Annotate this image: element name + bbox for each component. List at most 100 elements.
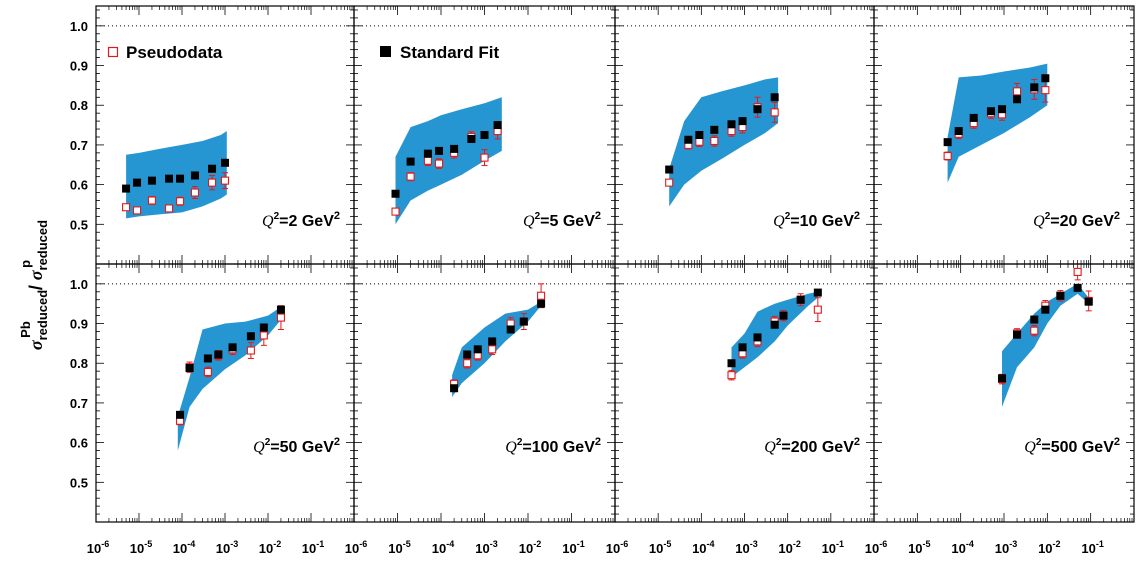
legend: Pseudodata Standard Fit xyxy=(107,43,500,62)
standard-fit-point xyxy=(133,178,142,187)
standard-fit-point xyxy=(986,107,995,116)
q2-value: =100 GeV xyxy=(522,439,595,456)
standard-fit-point xyxy=(1030,83,1039,92)
q2-var-exp: 2 xyxy=(517,437,523,448)
standard-fit-point xyxy=(1084,297,1093,306)
standard-fit-point xyxy=(1056,291,1065,300)
legend-standard-fit-label: Standard Fit xyxy=(400,43,500,62)
standard-fit-point xyxy=(221,158,229,167)
standard-fit-point xyxy=(203,354,212,363)
pseudodata-point xyxy=(406,172,415,181)
x-tick-label: 10-6 xyxy=(865,539,887,556)
pseudodata-point xyxy=(665,178,674,187)
q2-label: Q2=50 GeV2 xyxy=(253,436,340,456)
q2-var-exp: 2 xyxy=(776,437,782,448)
standard-fit-point xyxy=(450,144,459,153)
pseudodata-point xyxy=(208,178,217,187)
standard-fit-point xyxy=(122,184,131,193)
y-tick-label: 0.8 xyxy=(70,356,88,371)
q2-var: Q xyxy=(505,439,517,456)
standard-fit-point xyxy=(770,93,779,102)
y-den-sub: reduced xyxy=(35,220,50,271)
standard-fit-point xyxy=(1041,74,1050,83)
q2-var-exp: 2 xyxy=(265,437,271,448)
pseudodata-point xyxy=(220,176,230,185)
q2-label: Q2=500 GeV2 xyxy=(1024,436,1120,456)
standard-fit-point xyxy=(695,131,704,139)
pseudodata-point xyxy=(259,331,268,340)
standard-fit-point xyxy=(519,317,528,326)
x-tick-label: 10-2 xyxy=(259,539,281,556)
q2-label: Q2=2 GeV2 xyxy=(262,210,340,230)
q2-label: Q2=20 GeV2 xyxy=(1033,210,1120,230)
x-tick-label: 10-1 xyxy=(562,539,584,556)
standard-fit-point xyxy=(147,176,156,185)
pseudodata-point xyxy=(434,159,444,168)
y-slash: / xyxy=(26,280,46,295)
y-tick-label: 0.5 xyxy=(70,217,88,232)
axis-labels: 0.5 0.6 0.7 0.8 0.9 1.0 0.5 0.6 0.7 0.8 0.9 1.0 10-6… xyxy=(70,19,1104,556)
panel-frame xyxy=(353,263,616,523)
standard-fit-point xyxy=(228,343,237,352)
pseudodata-point xyxy=(203,367,212,377)
standard-fit-point xyxy=(1073,283,1082,292)
panel-q2-0: Q2=2 GeV2 xyxy=(95,5,355,265)
x-tick-label: 10-4 xyxy=(951,539,973,556)
standard-fit-point xyxy=(665,165,674,174)
panel-q2-4: Q2=50 GeV2 xyxy=(95,263,355,523)
y-sigma-num: σ xyxy=(26,339,46,350)
q2-value: =20 GeV xyxy=(1050,213,1114,230)
x-tick-label: 10-4 xyxy=(692,539,714,556)
panels: Q2=2 GeV2 Q2=5 GeV2 Q2=10 GeV2 Q2=20 GeV2Q2… xyxy=(95,5,1135,523)
pseudodata-point xyxy=(175,197,185,206)
standard-fit-point xyxy=(537,299,546,308)
y-axis-title: σreducedPb / σreducedp xyxy=(18,220,50,350)
standard-fit-point xyxy=(998,374,1007,383)
pseudodata-point xyxy=(463,359,472,368)
x-tick-label: 10-5 xyxy=(908,539,930,556)
q2-label: Q2=10 GeV2 xyxy=(773,210,860,230)
standard-fit-point xyxy=(488,337,497,346)
pseudodata-point xyxy=(122,203,131,212)
q2-var: Q xyxy=(764,439,776,456)
pseudodata-point xyxy=(1030,326,1039,335)
q2-label: Q2=5 GeV2 xyxy=(523,210,601,230)
x-tick-label: 10-6 xyxy=(606,539,628,556)
y-tick-label: 0.5 xyxy=(70,475,88,490)
panel-q2-7: Q2=500 GeV2 xyxy=(873,263,1135,523)
standard-fit-point xyxy=(753,105,762,114)
q2-value: =500 GeV xyxy=(1041,439,1114,456)
x-tick-label: 10-2 xyxy=(1038,539,1060,556)
y-den-sup: p xyxy=(18,260,33,268)
standard-fit-point xyxy=(276,305,285,314)
uncertainty-band xyxy=(452,301,542,397)
pseudodata-point xyxy=(276,313,285,322)
q2-label: Q2=100 GeV2 xyxy=(505,436,601,456)
standard-fit-point xyxy=(176,410,185,419)
standard-fit-point xyxy=(467,134,476,143)
pseudodata-point xyxy=(537,291,546,300)
x-tick-label: 10-6 xyxy=(87,539,109,556)
q2-unit-exp: 2 xyxy=(334,436,340,448)
q2-unit-exp: 2 xyxy=(1114,210,1120,222)
q2-unit-exp: 2 xyxy=(854,436,860,448)
standard-fit-point xyxy=(796,295,805,304)
standard-fit-point xyxy=(165,174,174,183)
x-tick-label: 10-4 xyxy=(173,539,195,556)
pseudodata-point xyxy=(770,108,779,117)
standard-fit-point xyxy=(779,311,788,320)
standard-fit-point xyxy=(1013,330,1022,339)
panel-q2-2: Q2=10 GeV2 xyxy=(614,5,875,265)
panel-frame xyxy=(873,263,1135,523)
q2-unit-exp: 2 xyxy=(1114,436,1120,448)
standard-fit-point xyxy=(727,120,736,129)
y-tick-label: 0.6 xyxy=(70,178,88,193)
q2-value: =50 GeV xyxy=(270,439,334,456)
panel-q2-3: Q2=20 GeV2 xyxy=(873,5,1135,265)
pseudodata-point xyxy=(391,207,400,216)
pseudodata-point xyxy=(1041,86,1050,95)
pseudodata-point xyxy=(165,204,174,213)
uncertainty-band xyxy=(947,63,1048,183)
standard-fit-point xyxy=(406,157,415,166)
